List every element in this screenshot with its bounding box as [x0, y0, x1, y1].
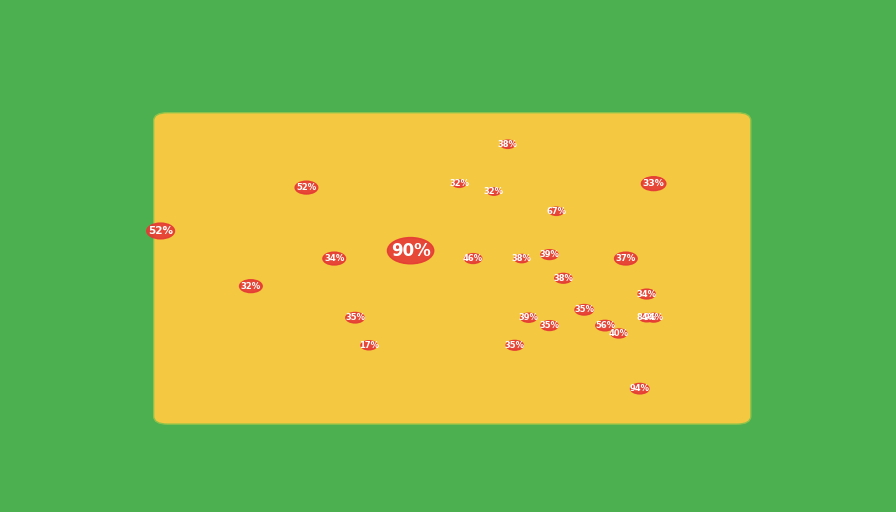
Circle shape	[487, 188, 501, 195]
Text: 90%: 90%	[391, 242, 430, 260]
Text: 39%: 39%	[539, 250, 559, 259]
Circle shape	[346, 312, 365, 323]
Circle shape	[642, 177, 666, 190]
Circle shape	[295, 181, 318, 194]
Text: 34%: 34%	[637, 290, 657, 298]
Text: 94%: 94%	[630, 384, 650, 393]
Text: 32%: 32%	[484, 187, 504, 196]
Circle shape	[514, 254, 529, 263]
Text: 52%: 52%	[297, 183, 316, 192]
Circle shape	[147, 223, 175, 239]
Circle shape	[387, 238, 434, 264]
Circle shape	[611, 329, 627, 338]
Circle shape	[575, 305, 593, 315]
Text: 46%: 46%	[463, 254, 483, 263]
Text: 38%: 38%	[554, 274, 573, 283]
Text: 40%: 40%	[609, 329, 629, 338]
Circle shape	[521, 313, 537, 322]
Circle shape	[646, 313, 661, 322]
FancyBboxPatch shape	[154, 113, 751, 424]
Circle shape	[541, 250, 558, 260]
Text: 17%: 17%	[359, 341, 379, 350]
Text: 56%: 56%	[595, 321, 615, 330]
Circle shape	[555, 273, 572, 283]
Text: 67%: 67%	[547, 207, 566, 216]
Circle shape	[631, 383, 649, 394]
Text: 32%: 32%	[241, 282, 261, 291]
Text: 94%: 94%	[643, 313, 664, 322]
Text: 52%: 52%	[148, 226, 173, 236]
Text: 35%: 35%	[539, 321, 559, 330]
Circle shape	[323, 252, 346, 265]
Text: 38%: 38%	[512, 254, 531, 263]
Text: 34%: 34%	[324, 254, 344, 263]
Circle shape	[615, 252, 637, 265]
Circle shape	[361, 341, 377, 350]
Circle shape	[501, 140, 515, 148]
Circle shape	[239, 280, 263, 292]
Text: 35%: 35%	[574, 305, 594, 314]
Text: 32%: 32%	[449, 179, 470, 188]
Text: 84%: 84%	[637, 313, 657, 322]
Text: 38%: 38%	[498, 140, 518, 148]
Text: 39%: 39%	[519, 313, 538, 322]
Circle shape	[640, 313, 654, 322]
Circle shape	[464, 253, 482, 264]
Circle shape	[452, 180, 466, 187]
Text: 33%: 33%	[642, 179, 665, 188]
Text: 35%: 35%	[504, 341, 525, 350]
Circle shape	[541, 321, 558, 331]
Circle shape	[549, 207, 564, 216]
Text: 37%: 37%	[616, 254, 636, 263]
Circle shape	[638, 289, 655, 299]
Text: 35%: 35%	[345, 313, 365, 322]
Circle shape	[596, 321, 615, 331]
Circle shape	[506, 340, 523, 350]
